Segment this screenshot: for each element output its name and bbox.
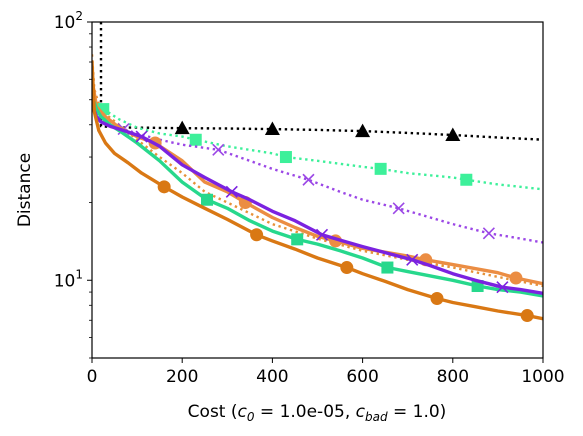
x-axis-label-prefix: Cost ( — [188, 402, 238, 422]
series-3-marker-3 — [392, 202, 405, 215]
series-line-4 — [92, 77, 543, 286]
series-6-marker-0 — [135, 130, 148, 143]
series-6-marker-1 — [225, 185, 238, 198]
x-axis-label-suffix: = 1.0) — [388, 402, 447, 422]
series-4-marker-4 — [509, 271, 523, 285]
x-axis-label: Cost (c0 = 1.0e-05, cbad = 1.0) — [188, 402, 447, 424]
series-6-marker-4 — [496, 281, 509, 294]
plot-frame — [91, 21, 544, 359]
tick-layer: 0 200 400 600 800 1000 101 102 — [54, 9, 565, 387]
series-0-marker-2 — [355, 123, 371, 138]
series-7-marker-0 — [157, 180, 171, 194]
series-7-marker-3 — [430, 291, 444, 305]
x-axis-label-c0: c — [238, 402, 248, 422]
x-axis-label-cbad-sub: bad — [365, 410, 388, 424]
series-layer — [92, 22, 543, 323]
series-7-marker-1 — [250, 228, 264, 242]
y-tick-label-0: 101 — [54, 267, 83, 291]
x-tick-label-3: 600 — [346, 367, 378, 387]
series-3-marker-2 — [302, 173, 315, 186]
series-5-marker-0 — [201, 193, 214, 206]
series-2-marker-3 — [374, 162, 387, 175]
series-line-7 — [92, 60, 543, 321]
x-tick-label-1: 200 — [166, 367, 198, 387]
series-6-marker-2 — [315, 228, 329, 241]
x-tick-label-0: 0 — [87, 367, 98, 387]
x-axis-label-c0-sub: 0 — [247, 410, 255, 424]
x-tick-label-2: 400 — [256, 367, 288, 387]
series-line-5 — [92, 93, 543, 298]
x-tick-label-4: 800 — [437, 367, 469, 387]
series-line-2 — [92, 88, 543, 191]
series-0-marker-1 — [264, 121, 280, 136]
series-0-marker-3 — [445, 127, 461, 142]
series-7-marker-2 — [340, 261, 354, 275]
y-axis-label: Distance — [15, 153, 35, 227]
series-2-marker-2 — [279, 151, 292, 164]
x-axis-label-mid: = 1.0e-05, — [255, 402, 356, 422]
series-5-marker-1 — [291, 233, 304, 246]
series-3-marker-1 — [212, 143, 225, 156]
series-line-0 — [99, 22, 543, 141]
x-axis-label-cbad: c — [356, 402, 366, 422]
series-line-6 — [92, 102, 543, 295]
series-3-marker-4 — [482, 227, 495, 240]
y-tick-label-1: 102 — [54, 9, 83, 33]
series-2-marker-1 — [189, 133, 202, 146]
series-7-marker-4 — [520, 309, 534, 323]
series-2-marker-4 — [460, 173, 473, 186]
series-0-marker-0 — [174, 120, 190, 135]
series-line-3 — [92, 99, 543, 244]
series-5-marker-2 — [381, 261, 394, 274]
series-6-marker-3 — [406, 253, 419, 266]
series-line-1 — [92, 54, 543, 288]
x-tick-label-5: 1000 — [521, 367, 564, 387]
